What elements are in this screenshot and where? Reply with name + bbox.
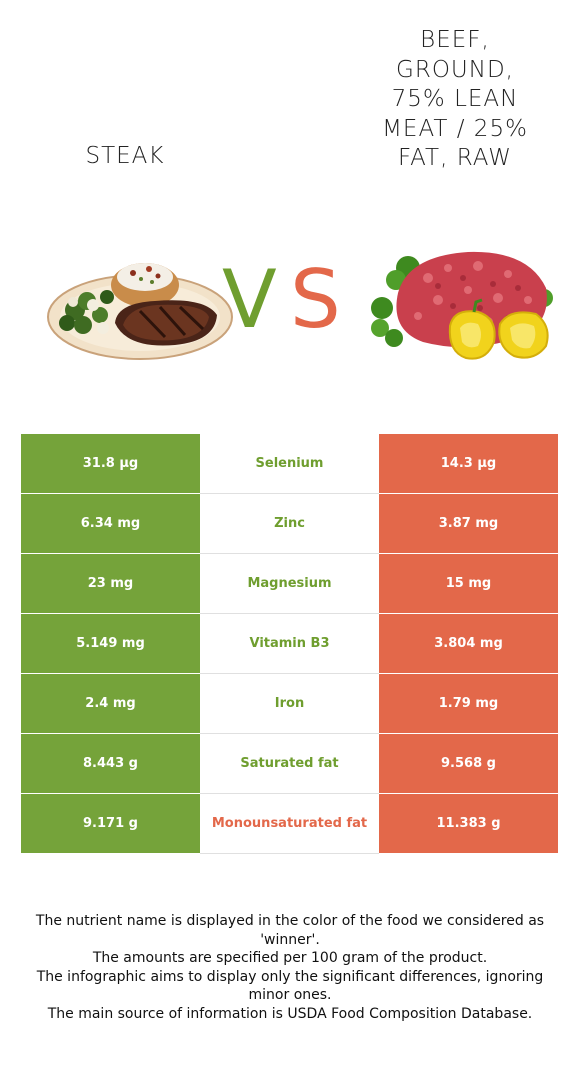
footnote: The infographic aims to display only the…: [36, 968, 544, 1004]
footnote: The main source of information is USDA F…: [47, 1005, 533, 1022]
nutrient-name-cell: Selenium: [200, 434, 379, 494]
table-row: 6.34 mg Zinc 3.87 mg: [21, 494, 558, 554]
nutrient-name-cell: Iron: [200, 674, 379, 734]
footnotes: The nutrient name is displayed in the co…: [20, 912, 560, 1023]
left-food-title: Steak: [85, 143, 165, 169]
right-title-line: ground,: [396, 56, 514, 83]
right-value-cell: 3.87 mg: [379, 494, 558, 554]
left-value-cell: 31.8 µg: [21, 434, 200, 494]
left-value-cell: 2.4 mg: [21, 674, 200, 734]
footnote: The nutrient name is displayed in the co…: [35, 913, 545, 948]
left-value-cell: 8.443 g: [21, 734, 200, 794]
vs-v-letter: V: [222, 253, 277, 346]
right-value-cell: 9.568 g: [379, 734, 558, 794]
right-value-cell: 1.79 mg: [379, 674, 558, 734]
nutrient-name-cell: Monounsaturated fat: [200, 794, 379, 854]
left-value-cell: 23 mg: [21, 554, 200, 614]
table-row: 5.149 mg Vitamin B3 3.804 mg: [21, 614, 558, 674]
right-value-cell: 11.383 g: [379, 794, 558, 854]
footnote: The amounts are specified per 100 gram o…: [92, 950, 488, 966]
left-value-cell: 5.149 mg: [21, 614, 200, 674]
ground-beef-image: [371, 251, 553, 360]
right-title-line: 75% lean: [391, 86, 519, 112]
table-row: 9.171 g Monounsaturated fat 11.383 g: [21, 794, 558, 854]
comparison-table: 31.8 µg Selenium 14.3 µg 6.34 mg Zinc 3.87 mg…: [21, 434, 558, 854]
right-food-title: Beef, ground, 75% lean meat / 25% fat, r…: [380, 26, 530, 174]
right-title-line: meat / 25%: [382, 115, 528, 142]
nutrient-name-cell: Magnesium: [200, 554, 379, 614]
vs-s-letter: S: [290, 253, 341, 346]
right-value-cell: 3.804 mg: [379, 614, 558, 674]
table-row: 2.4 mg Iron 1.79 mg: [21, 674, 558, 734]
nutrient-name-cell: Saturated fat: [200, 734, 379, 794]
nutrient-name-cell: Zinc: [200, 494, 379, 554]
right-title-line: Beef,: [420, 27, 490, 53]
table-row: 31.8 µg Selenium 14.3 µg: [21, 434, 558, 494]
right-value-cell: 14.3 µg: [379, 434, 558, 494]
vs-label: V S: [222, 255, 352, 345]
table-row: 23 mg Magnesium 15 mg: [21, 554, 558, 614]
steak-image: [47, 263, 233, 360]
left-value-cell: 9.171 g: [21, 794, 200, 854]
nutrient-name-cell: Vitamin B3: [200, 614, 379, 674]
right-value-cell: 15 mg: [379, 554, 558, 614]
left-value-cell: 6.34 mg: [21, 494, 200, 554]
table-row: 8.443 g Saturated fat 9.568 g: [21, 734, 558, 794]
right-title-line: fat, raw: [397, 145, 512, 171]
